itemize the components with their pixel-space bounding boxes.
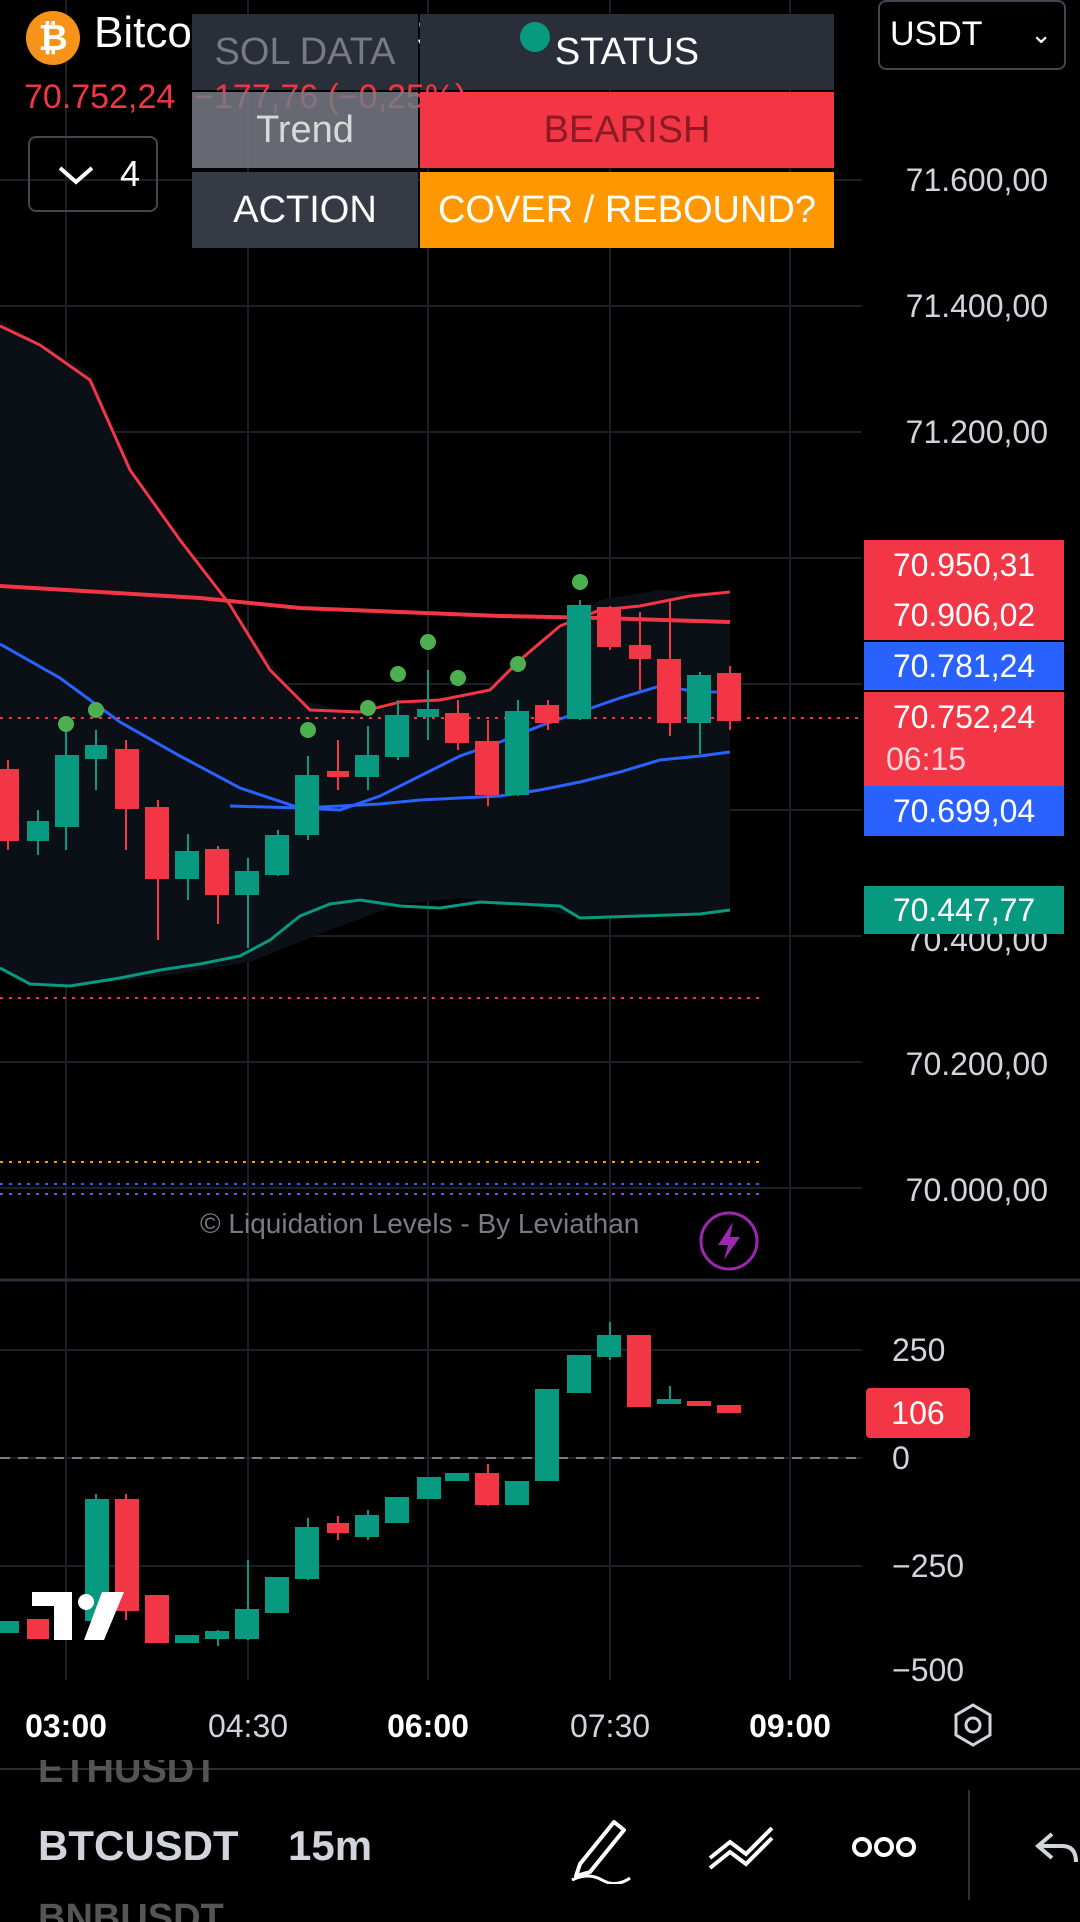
indicator-watermark: © Liquidation Levels - By Leviathan bbox=[200, 1208, 640, 1239]
current-price: 70.752,24 bbox=[892, 699, 1036, 735]
osc-value-tag: 106 bbox=[866, 1388, 970, 1438]
chevron-down-icon bbox=[58, 166, 94, 185]
price-axis-label: 70.000,00 bbox=[905, 1172, 1048, 1208]
currency-select[interactable]: USDT ⌄ bbox=[878, 0, 1066, 70]
live-indicator bbox=[520, 22, 550, 52]
undo-icon[interactable] bbox=[1032, 1826, 1080, 1870]
more-icon[interactable] bbox=[852, 1832, 916, 1862]
time-axis-label: 07:30 bbox=[569, 1708, 651, 1744]
price-tag: 70.781,24 bbox=[864, 642, 1064, 690]
price-tag: 70.950,31 bbox=[864, 540, 1064, 590]
time-axis-label: 03:00 bbox=[25, 1708, 107, 1744]
currency-label: USDT bbox=[890, 15, 983, 53]
indicators-toggle[interactable]: 4 bbox=[28, 136, 158, 212]
toolbar-divider bbox=[968, 1790, 970, 1900]
ghost-symbol-below: BNBUSDT bbox=[38, 1897, 224, 1922]
ghost-symbol-above: ETHUSDT bbox=[38, 1760, 218, 1791]
price-axis-label: 71.200,00 bbox=[905, 414, 1048, 450]
action-value: COVER / REBOUND? bbox=[420, 172, 834, 248]
time-axis-label: 09:00 bbox=[749, 1708, 831, 1744]
trend-label: Trend bbox=[192, 92, 418, 168]
bottom-toolbar: ETHUSDT BTCUSDT 15m BNBUSDT bbox=[0, 1760, 1080, 1922]
last-price: 70.752,24 bbox=[24, 78, 176, 116]
pencil-icon[interactable] bbox=[568, 1814, 632, 1884]
price-tag: 70.699,04 bbox=[864, 786, 1064, 836]
price-axis-label: 71.400,00 bbox=[905, 288, 1048, 324]
price-axis-label: 70.200,00 bbox=[905, 1046, 1048, 1082]
tradingview-logo bbox=[32, 1592, 124, 1640]
candle-countdown: 06:15 bbox=[886, 741, 967, 777]
drawing-tools-icon[interactable] bbox=[706, 1822, 778, 1872]
interval-selector[interactable]: 15m bbox=[288, 1822, 373, 1869]
osc-axis-label: −250 bbox=[892, 1548, 965, 1584]
osc-axis-label: 0 bbox=[892, 1440, 910, 1476]
lightning-icon[interactable] bbox=[698, 1210, 760, 1272]
price-tag: 70.906,02 bbox=[864, 590, 1064, 640]
time-axis-label: 04:30 bbox=[207, 1708, 289, 1744]
indicator-count: 4 bbox=[120, 153, 141, 194]
settings-hex-icon[interactable] bbox=[950, 1702, 996, 1748]
trend-value: BEARISH bbox=[420, 92, 834, 168]
status-table-header-right: STATUS bbox=[420, 14, 834, 90]
price-tag: 70.447,77 bbox=[864, 886, 1064, 934]
osc-axis-label: 250 bbox=[892, 1332, 946, 1368]
status-table-header-left: SOL DATA bbox=[192, 14, 418, 90]
action-label: ACTION bbox=[192, 172, 418, 248]
symbol-selector[interactable]: BTCUSDT bbox=[38, 1822, 238, 1869]
chevron-down-icon: ⌄ bbox=[1030, 19, 1052, 49]
osc-axis-label: −500 bbox=[892, 1652, 965, 1682]
price-axis-label: 71.600,00 bbox=[905, 162, 1048, 198]
time-axis-label: 06:00 bbox=[387, 1708, 469, 1744]
current-price-tag: 70.752,24 06:15 bbox=[864, 692, 1064, 786]
bitcoin-logo: ₿ bbox=[26, 11, 80, 65]
